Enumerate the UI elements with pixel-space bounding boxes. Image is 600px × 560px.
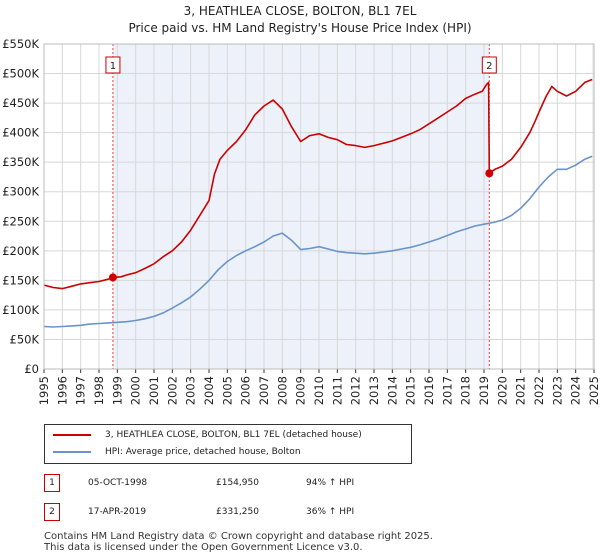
x-tick-label: 1999 <box>110 376 124 405</box>
footer-copyright: Contains HM Land Registry data © Crown c… <box>44 531 433 542</box>
x-tick-label: 2009 <box>294 376 308 405</box>
y-tick-label: £400K <box>2 126 39 140</box>
legend-item-hpi: HPI: Average price, detached house, Bolt… <box>53 444 301 460</box>
x-tick-label: 2006 <box>239 376 253 405</box>
y-tick-label: £200K <box>2 244 39 258</box>
chart-title: 3, HEATHLEA CLOSE, BOLTON, BL1 7EL <box>183 4 417 18</box>
x-tick-label: 2003 <box>184 376 198 405</box>
x-tick-label: 2014 <box>385 376 399 405</box>
x-tick-label: 2025 <box>587 376 600 405</box>
x-tick-label: 2007 <box>257 376 271 405</box>
hpi-line <box>43 155 593 328</box>
annotation-hpi: 36% ↑ HPI <box>306 507 355 517</box>
y-tick-label: £150K <box>2 273 39 287</box>
property-price-line <box>43 78 593 290</box>
x-tick-label: 2013 <box>367 376 381 405</box>
legend-swatch-property <box>53 433 91 436</box>
y-tick-label: £300K <box>2 185 39 199</box>
y-tick-label: £500K <box>2 67 39 81</box>
x-tick-label: 1998 <box>92 376 106 405</box>
sale-point-2 <box>485 169 494 178</box>
marker-label-2: 2 <box>486 61 492 72</box>
x-tick-label: 1995 <box>37 376 51 405</box>
y-tick-label: £350K <box>2 155 39 169</box>
annotation-date: 05-OCT-1998 <box>88 478 148 488</box>
x-tick-label: 2002 <box>165 376 179 405</box>
x-tick-label: 2016 <box>422 376 436 405</box>
y-tick-label: £0 <box>24 362 39 376</box>
annotation-badge: 2 <box>44 503 60 521</box>
x-tick-label: 2012 <box>349 376 363 405</box>
x-tick-label: 2011 <box>330 376 344 405</box>
marker-box-1 <box>105 56 121 74</box>
x-tick-label: 2005 <box>220 376 234 405</box>
chart-subtitle: Price paid vs. HM Land Registry's House … <box>128 21 472 35</box>
marker-label-1: 1 <box>110 61 116 72</box>
sale-point-1 <box>108 273 117 282</box>
x-tick-label: 1997 <box>74 376 88 405</box>
marker-box-2 <box>481 56 497 74</box>
x-tick-label: 2023 <box>550 376 564 405</box>
x-tick-label: 2021 <box>514 376 528 405</box>
x-tick-label: 2022 <box>532 376 546 405</box>
annotation-price: £154,950 <box>216 478 259 488</box>
y-tick-label: £50K <box>10 332 40 346</box>
annotation-badge: 1 <box>44 474 60 492</box>
x-tick-label: 2001 <box>147 376 161 405</box>
x-tick-label: 2024 <box>569 376 583 405</box>
plot-border <box>43 43 595 370</box>
legend-label-property: 3, HEATHLEA CLOSE, BOLTON, BL1 7EL (deta… <box>105 430 362 440</box>
legend: 3, HEATHLEA CLOSE, BOLTON, BL1 7EL (deta… <box>44 424 412 464</box>
legend-label-hpi: HPI: Average price, detached house, Bolt… <box>105 447 301 457</box>
x-tick-label: 2004 <box>202 376 216 405</box>
x-tick-label: 2015 <box>404 376 418 405</box>
y-tick-label: £550K <box>2 37 39 51</box>
legend-item-property: 3, HEATHLEA CLOSE, BOLTON, BL1 7EL (deta… <box>53 427 362 443</box>
legend-swatch-hpi <box>53 450 91 453</box>
footer-licence: This data is licensed under the Open Gov… <box>44 542 363 553</box>
y-tick-label: £250K <box>2 214 39 228</box>
x-tick-label: 1996 <box>55 376 69 405</box>
annotation-price: £331,250 <box>216 507 259 517</box>
y-tick-label: £450K <box>2 96 39 110</box>
forecast-region <box>592 44 594 369</box>
annotation-date: 17-APR-2019 <box>88 507 147 517</box>
x-tick-label: 2008 <box>275 376 289 405</box>
x-tick-label: 2017 <box>440 376 454 405</box>
price-chart: 1 2 £0 £50K £100K £150K £200K £250K £300K £350K £… <box>2 37 600 405</box>
x-tick-label: 2000 <box>129 376 143 405</box>
x-tick-label: 2020 <box>495 376 509 405</box>
y-tick-label: £100K <box>2 303 39 317</box>
annotation-hpi: 94% ↑ HPI <box>306 478 355 488</box>
x-tick-label: 2019 <box>477 376 491 405</box>
x-tick-label: 2010 <box>312 376 326 405</box>
x-tick-label: 2018 <box>459 376 473 405</box>
footer: Contains HM Land Registry data © Crown c… <box>44 531 433 553</box>
